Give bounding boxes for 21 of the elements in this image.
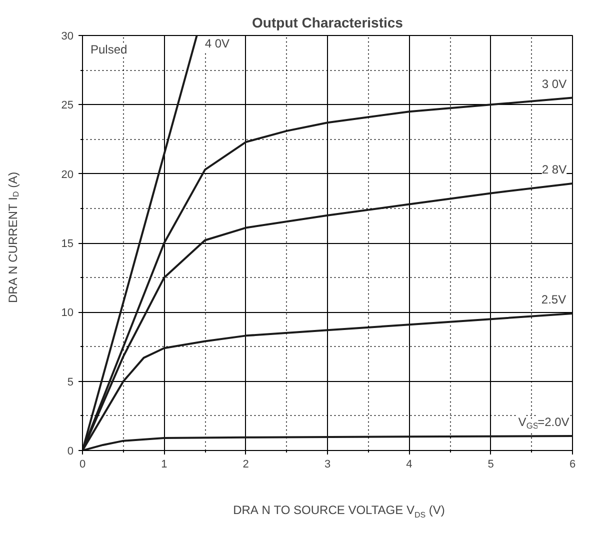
x-tick-label: 4 xyxy=(406,458,412,470)
x-axis-title: DRA N TO SOURCE VOLTAGE V$_{DS}$ (V) xyxy=(233,502,445,521)
y-tick-label: 10 xyxy=(61,307,74,320)
x-tick-label: 6 xyxy=(569,458,576,470)
x-tick-label: 1 xyxy=(161,458,168,470)
y-tick-label: 20 xyxy=(61,168,74,181)
x-tick-label: 5 xyxy=(488,458,494,470)
series-label: 4 0V xyxy=(204,36,230,50)
y-tick-label: 0 xyxy=(67,446,74,458)
y-tick-label: 25 xyxy=(61,100,74,112)
x-tick-label: 2 xyxy=(242,458,249,470)
y-tick-label: 15 xyxy=(61,238,74,250)
series-label: 2.5V xyxy=(541,292,566,307)
x-tick-label: 0 xyxy=(79,458,86,470)
chart-title: Output Characteristics xyxy=(252,14,404,30)
y-tick-label: 5 xyxy=(67,376,74,388)
series-label: 3 0V xyxy=(542,76,567,91)
annotation: Pulsed xyxy=(90,42,128,56)
x-tick-label: 3 xyxy=(324,458,331,470)
y-tick-label: 30 xyxy=(61,30,74,42)
series-label: 2 8V xyxy=(542,162,567,177)
